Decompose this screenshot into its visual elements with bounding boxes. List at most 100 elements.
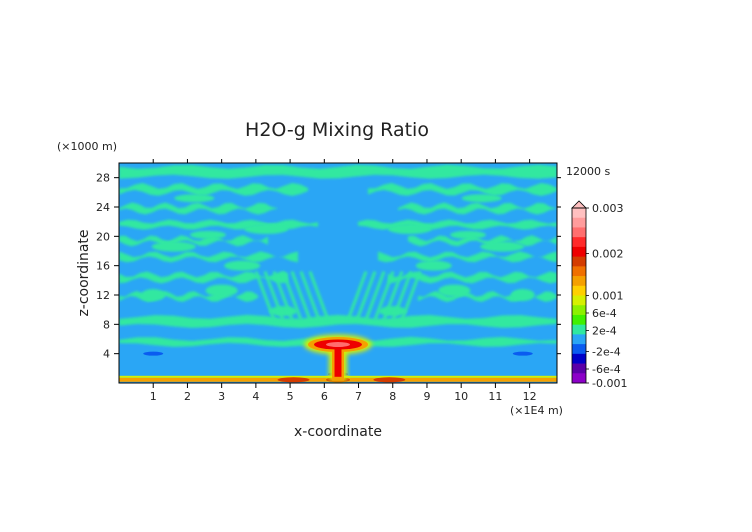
gravity-wave-ripple	[400, 271, 422, 321]
y-tick-label: 4	[103, 348, 110, 361]
colorbar-label: 0.003	[592, 202, 624, 215]
gravity-wave-ripple	[364, 271, 386, 321]
y-axis-label: z-coordinate	[76, 229, 92, 316]
colorbar: 0.003 0.002 0.001 6e-4 2e-4 -2e-4 -6e-4-0.001	[571, 200, 627, 390]
colorbar-swatch	[572, 246, 586, 258]
colorbar-swatch	[572, 217, 586, 228]
y-tick-label: 12	[96, 289, 110, 302]
colorbar-swatch	[572, 363, 586, 374]
gravity-wave-ripple	[281, 271, 303, 321]
colorbar-swatch	[572, 295, 586, 306]
gravity-wave-ripple	[355, 271, 377, 321]
colorbar-swatch	[572, 305, 586, 316]
contour-blob	[510, 289, 535, 301]
x-axis: 1 2 3 4 5 6 7 8 9 10 11 12	[150, 159, 537, 403]
contour-blob	[480, 241, 525, 252]
contour-blob	[415, 260, 452, 271]
gravity-wave-ripple	[254, 271, 276, 321]
colorbar-swatch	[572, 208, 586, 219]
colorbar-swatch	[572, 314, 586, 326]
contour-blob	[461, 194, 502, 203]
y-tick-label: 28	[96, 172, 110, 185]
contour-band	[119, 219, 318, 230]
contour-band	[119, 183, 308, 196]
colorbar-label: 6e-4	[592, 307, 617, 320]
y-axis: 4 8 12 16 20 24 28	[96, 172, 561, 361]
colorbar-swatch	[572, 237, 586, 248]
contour-blob	[189, 230, 226, 239]
contour-blob	[387, 224, 432, 234]
colorbar-swatch	[572, 353, 586, 364]
contour-band	[388, 271, 557, 284]
y-tick-label: 20	[96, 230, 110, 243]
contour-blob	[205, 284, 238, 297]
field-features	[119, 164, 557, 383]
colorbar-label: 0.001	[592, 290, 624, 303]
chart-title: H2O-g Mixing Ratio	[245, 119, 429, 141]
x-tick-label: 9	[423, 390, 430, 403]
time-label: 12000 s	[566, 165, 610, 178]
colorbar-label: -6e-4	[592, 363, 621, 376]
gravity-wave-ripple	[382, 271, 404, 321]
contour-blob	[141, 289, 166, 301]
x-tick-label: 8	[389, 390, 396, 403]
contour-blob	[174, 194, 215, 203]
contour-blob	[244, 224, 289, 234]
plot-area	[119, 163, 557, 383]
gravity-wave-ripple	[299, 271, 321, 321]
y-tick-label: 24	[96, 201, 110, 214]
colorbar-swatch	[572, 227, 586, 238]
colorbar-label: 0.002	[592, 248, 624, 261]
colorbar-swatch	[572, 266, 586, 277]
contour-band	[368, 183, 557, 196]
contour-blob	[450, 230, 487, 239]
contour-band	[358, 219, 557, 230]
contour-band	[119, 235, 268, 247]
x-tick-label: 4	[252, 390, 259, 403]
contour-band	[119, 271, 288, 284]
colorbar-label: 2e-4	[592, 325, 617, 338]
contour-band	[119, 202, 278, 215]
x-tick-label: 7	[355, 390, 362, 403]
negative-anomaly	[143, 351, 164, 356]
colorbar-swatch	[572, 324, 586, 335]
colorbar-swatch	[572, 334, 586, 345]
gravity-wave-ripple	[346, 271, 368, 321]
x-tick-label: 2	[184, 390, 191, 403]
x-tick-label: 5	[287, 390, 294, 403]
plot-frame	[118, 162, 558, 384]
x-tick-label: 3	[218, 390, 225, 403]
x-tick-label: 10	[454, 390, 468, 403]
contour-band	[398, 202, 557, 215]
contour-band	[408, 235, 557, 247]
negative-anomaly	[512, 351, 533, 356]
colorbar-swatch	[572, 344, 586, 355]
gravity-wave-ripple	[290, 271, 312, 321]
surface-hotspot	[277, 377, 310, 383]
x-tick-label: 11	[488, 390, 502, 403]
colorbar-swatch	[572, 276, 586, 287]
x-tick-label: 12	[523, 390, 537, 403]
contour-blob	[438, 284, 471, 297]
gravity-wave-ripple	[263, 271, 285, 321]
colorbar-label: -0.001	[592, 377, 627, 390]
colorbar-extend-arrow	[571, 200, 587, 209]
colorbar-label: -2e-4	[592, 346, 621, 359]
contour-band	[378, 251, 557, 263]
contour-band	[119, 251, 298, 263]
gravity-wave-ripple	[373, 271, 395, 321]
y-unit-label: (×1000 m)	[57, 140, 117, 153]
x-axis-label: x-coordinate	[294, 424, 382, 440]
y-tick-label: 16	[96, 260, 110, 273]
contour-blob	[224, 260, 261, 271]
colorbar-swatch	[572, 373, 586, 384]
x-tick-label: 1	[150, 390, 157, 403]
y-tick-label: 8	[103, 318, 110, 331]
x-tick-label: 6	[321, 390, 328, 403]
contour-blob	[151, 241, 196, 252]
colorbar-swatch	[572, 256, 586, 267]
colorbar-swatch	[572, 285, 586, 296]
gravity-wave-ripple	[391, 271, 413, 321]
convective-plume	[304, 334, 372, 381]
